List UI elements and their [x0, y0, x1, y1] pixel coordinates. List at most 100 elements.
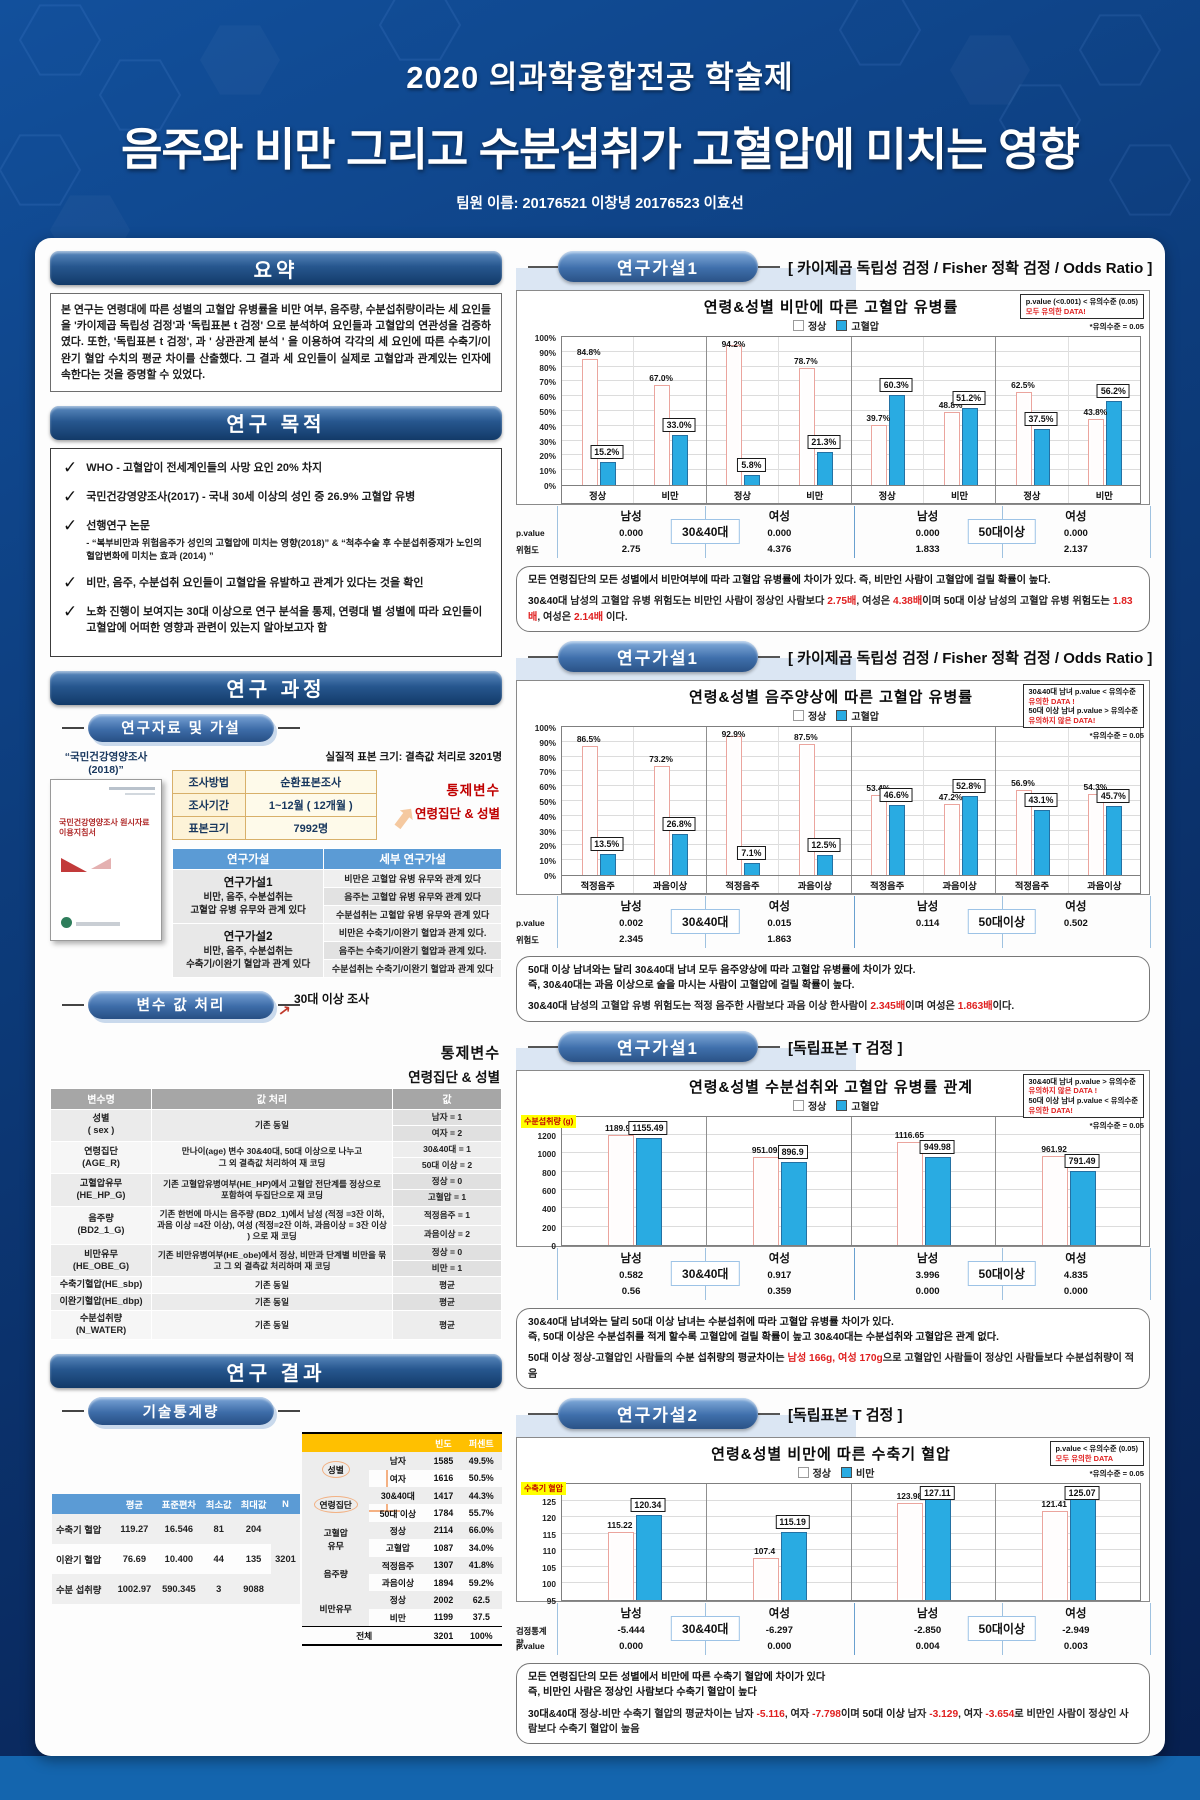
age-group-badge: 30&40대	[671, 1260, 740, 1286]
survey-value: 7992명	[244, 815, 378, 840]
event-title: 2020 의과학융합전공 학술제	[406, 60, 794, 95]
survey-value: 1~12월 ( 12개월 )	[244, 792, 378, 817]
bar-case	[1033, 810, 1050, 875]
y-tick-label: 80%	[539, 752, 556, 763]
note-line: 30&40대 남녀 p.value > 유의수준	[1028, 1076, 1136, 1086]
section-label: 여성	[1065, 900, 1087, 913]
bar-case	[1106, 806, 1123, 875]
bar-group: 73.2% 26.8%	[633, 726, 705, 875]
x-category-label: 적정음주	[580, 880, 615, 891]
bar-normal	[798, 367, 815, 485]
column-header: 변수명	[50, 1087, 152, 1110]
bar-group: 92.9% 7.1%	[705, 726, 778, 875]
bar-group: 67.0% 33.0%	[633, 337, 705, 485]
bar-value-label: 125.07	[1064, 1485, 1100, 1500]
decor-line	[758, 1412, 780, 1415]
bar-normal	[726, 736, 743, 875]
purpose-list: ✓ WHO - 고혈압이 전세계인들의 사망 요인 20% 차지 ✓ 국민건강영양조사…	[50, 447, 502, 657]
badge-descriptive-stats: 기술통계량	[88, 1397, 274, 1426]
y-tick-label: 800	[542, 1167, 556, 1178]
age-group-badge: 50대이상	[967, 1615, 1036, 1641]
bar-value-label: 73.2%	[649, 753, 673, 764]
stat-row: 2.345 1.863	[557, 934, 1150, 945]
conclusion-segment: 수분 섭취량의 평균차이	[675, 1353, 776, 1365]
bar-case	[816, 855, 833, 875]
stat-value: 44	[213, 1554, 224, 1565]
age-group-badge: 50대이상	[967, 1260, 1036, 1286]
stat-row-label: p.value	[516, 1640, 545, 1651]
table-row: 연령집단 (AGE_R) 만나이(age) 변수 30&40대, 50대 이상으로 …	[50, 1140, 502, 1175]
y-tick-label: 200	[542, 1222, 556, 1233]
stat-value: 76.69	[122, 1554, 146, 1565]
frequency-value: 1199	[433, 1612, 453, 1623]
check-icon: ✓	[63, 515, 78, 535]
note-line: p.value (<0.001) < 유의수준 (0.05)	[1025, 297, 1138, 306]
section-label: 여성	[1065, 511, 1087, 523]
cover-title: 국민건강영양조사 원시자료 이용지침서	[59, 817, 150, 838]
survey-key: 조사기간	[172, 792, 246, 817]
row-label: 수분 섭취량	[52, 1574, 113, 1605]
table-row: 음주량 적정음주 1307 41.8%	[302, 1556, 502, 1592]
plot: 84.8% 15.2% 67.0% 33.0% 94.2% 5.8% 78.7% 21.3% 3…	[562, 337, 1140, 485]
purpose-text: 노화 진행이 보여지는 30대 이상으로 연구 분석을 통제, 연령대 별 성별…	[86, 605, 483, 634]
cover-triangle-graphic	[91, 857, 111, 869]
section-divider	[557, 895, 558, 948]
bar-case	[672, 435, 689, 485]
purpose-item: ✓ 국민건강영양조사(2017) - 국내 30세 이상의 성인 중 26.9% …	[63, 488, 489, 506]
bar-group: 78.7% 21.3%	[778, 337, 850, 485]
table-header-row: 평균 표준편차 최소값 최대값 N	[52, 1494, 300, 1515]
group-label: 비만유무	[302, 1591, 370, 1627]
stat-value: 0.56	[621, 1285, 641, 1297]
bar-group: 43.8% 56.2%	[1067, 337, 1140, 485]
bar-value-label: 107.4	[754, 1545, 776, 1556]
frequency-value: 1784	[433, 1508, 454, 1519]
badge-research-data: 연구자료 및 가설	[88, 713, 274, 742]
legend-label: 정상	[812, 1468, 831, 1480]
bar-value-label: 54.3%	[1083, 781, 1108, 792]
bar-value-label: 12.5%	[807, 838, 841, 853]
section-divider	[1150, 1247, 1151, 1300]
decor-line	[62, 1003, 84, 1006]
stat-value: 0.000	[767, 528, 792, 539]
check-icon: ✓	[63, 601, 78, 621]
note-line: 50대 이상 남녀 p.value < 유의수준	[1028, 1096, 1138, 1106]
conclusion-line: 50대 이상 정상-고혈압인 사람들의 수분 섭취량의 평균차이는 남성 166…	[528, 1351, 1138, 1382]
conclusion-segment: 이며	[840, 1708, 863, 1720]
bar-value-label: 33.0%	[662, 418, 696, 433]
control-value: 연령집단 & 성별	[408, 1069, 500, 1085]
y-tick-label: 40%	[539, 421, 556, 432]
note-line: p.value < 유의수준 (0.05)	[1055, 1443, 1138, 1453]
bar-group: 115.22 120.34	[562, 1484, 706, 1600]
section-label: 남성	[620, 1607, 642, 1620]
table-row: 연구가설1 비만, 음주, 수분섭취는 고혈압 유병 유무와 관계 있다 비만은 고혈…	[171, 868, 502, 924]
conclusion-segment: -3.129	[929, 1708, 959, 1720]
plot-area: 1189.94 1155.49 951.09 896.9 1116.65 949.98 96…	[561, 1115, 1141, 1246]
chart-card: 30&40대 남녀 p.value < 유의수준 유의한 DATA ! 50대 이상…	[516, 679, 1150, 895]
table-header-row: 변수명 값 처리 값	[50, 1087, 502, 1110]
poster-header: 2020 의과학융합전공 학술제 음주와 비만 그리고 수분섭취가 고혈압에 미…	[0, 0, 1200, 235]
table-row: 수분 섭취량 1002.97 590.345 3 9088	[52, 1574, 300, 1605]
stat-value: 0.000	[1063, 1285, 1088, 1297]
legend-label: 비만	[856, 1468, 875, 1480]
legend-swatch-case	[836, 320, 848, 331]
section-divider	[1150, 1602, 1151, 1655]
table-row: 고혈압 유무 정상 2114 66.0%	[302, 1521, 502, 1557]
bar-case	[780, 1532, 807, 1600]
note-line: 30&40대 남녀 p.value < 유의수준	[1028, 686, 1136, 696]
survey-value: 순환표본조사	[244, 769, 378, 794]
x-category-label: 적정음주	[995, 875, 1067, 893]
y-tick-label: 125	[542, 1496, 556, 1507]
bar-value-label: 60.3%	[879, 377, 913, 392]
conclusion-segment: 1.863배	[957, 1001, 993, 1013]
percent-value: 49.5%	[460, 1452, 502, 1470]
bar-case	[635, 1515, 662, 1600]
row-label: 이완기 혈압	[56, 1555, 102, 1566]
book-cover-image: 국민건강영양조사 원시자료 이용지침서	[50, 778, 162, 941]
bar-cells: 86.5% 13.5% 73.2% 26.8% 92.9% 7.1% 87.5% 12.5% 5…	[562, 726, 1140, 875]
age-group-badge: 50대이상	[967, 908, 1036, 934]
x-category-label: 과음이상	[778, 875, 850, 893]
conclusion-segment: 30&40대	[528, 1001, 568, 1013]
conclusion-segment: 으로 고혈압인 사람들이 정상인 사람들보다 수분섭취량이 적음	[528, 1353, 1135, 1380]
survey-key: 표본크기	[172, 815, 246, 840]
variable-process: 기존 동일	[151, 1108, 393, 1142]
